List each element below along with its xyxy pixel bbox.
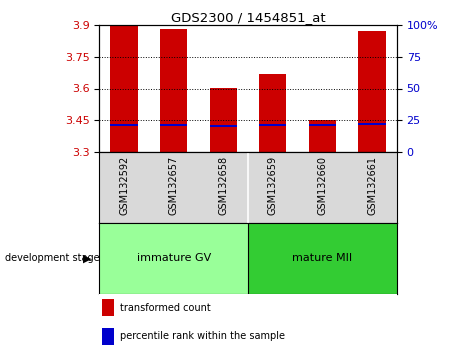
Bar [309, 124, 336, 126]
Bar [210, 125, 237, 127]
Bar [248, 223, 397, 294]
Bar [102, 299, 114, 316]
Bar [210, 88, 237, 152]
Bar [359, 31, 386, 152]
Text: development stage: development stage [5, 253, 99, 263]
Text: mature MII: mature MII [292, 253, 353, 263]
Bar [160, 124, 187, 126]
Text: GSM132658: GSM132658 [218, 156, 228, 215]
Text: GSM132657: GSM132657 [169, 156, 179, 215]
Text: GSM132592: GSM132592 [119, 156, 129, 215]
Text: percentile rank within the sample: percentile rank within the sample [120, 331, 285, 341]
Text: transformed count: transformed count [120, 303, 211, 313]
Text: GSM132659: GSM132659 [268, 156, 278, 215]
Title: GDS2300 / 1454851_at: GDS2300 / 1454851_at [171, 11, 325, 24]
Bar [259, 124, 286, 126]
Bar [309, 120, 336, 152]
Text: ▶: ▶ [83, 253, 92, 263]
Text: GSM132661: GSM132661 [367, 156, 377, 215]
Bar [259, 74, 286, 152]
Bar [160, 29, 187, 152]
Bar [102, 328, 114, 345]
Text: GSM132660: GSM132660 [318, 156, 327, 215]
Bar [110, 26, 138, 152]
Bar [359, 123, 386, 125]
Bar [110, 124, 138, 126]
Text: immature GV: immature GV [137, 253, 211, 263]
Bar [99, 223, 248, 294]
